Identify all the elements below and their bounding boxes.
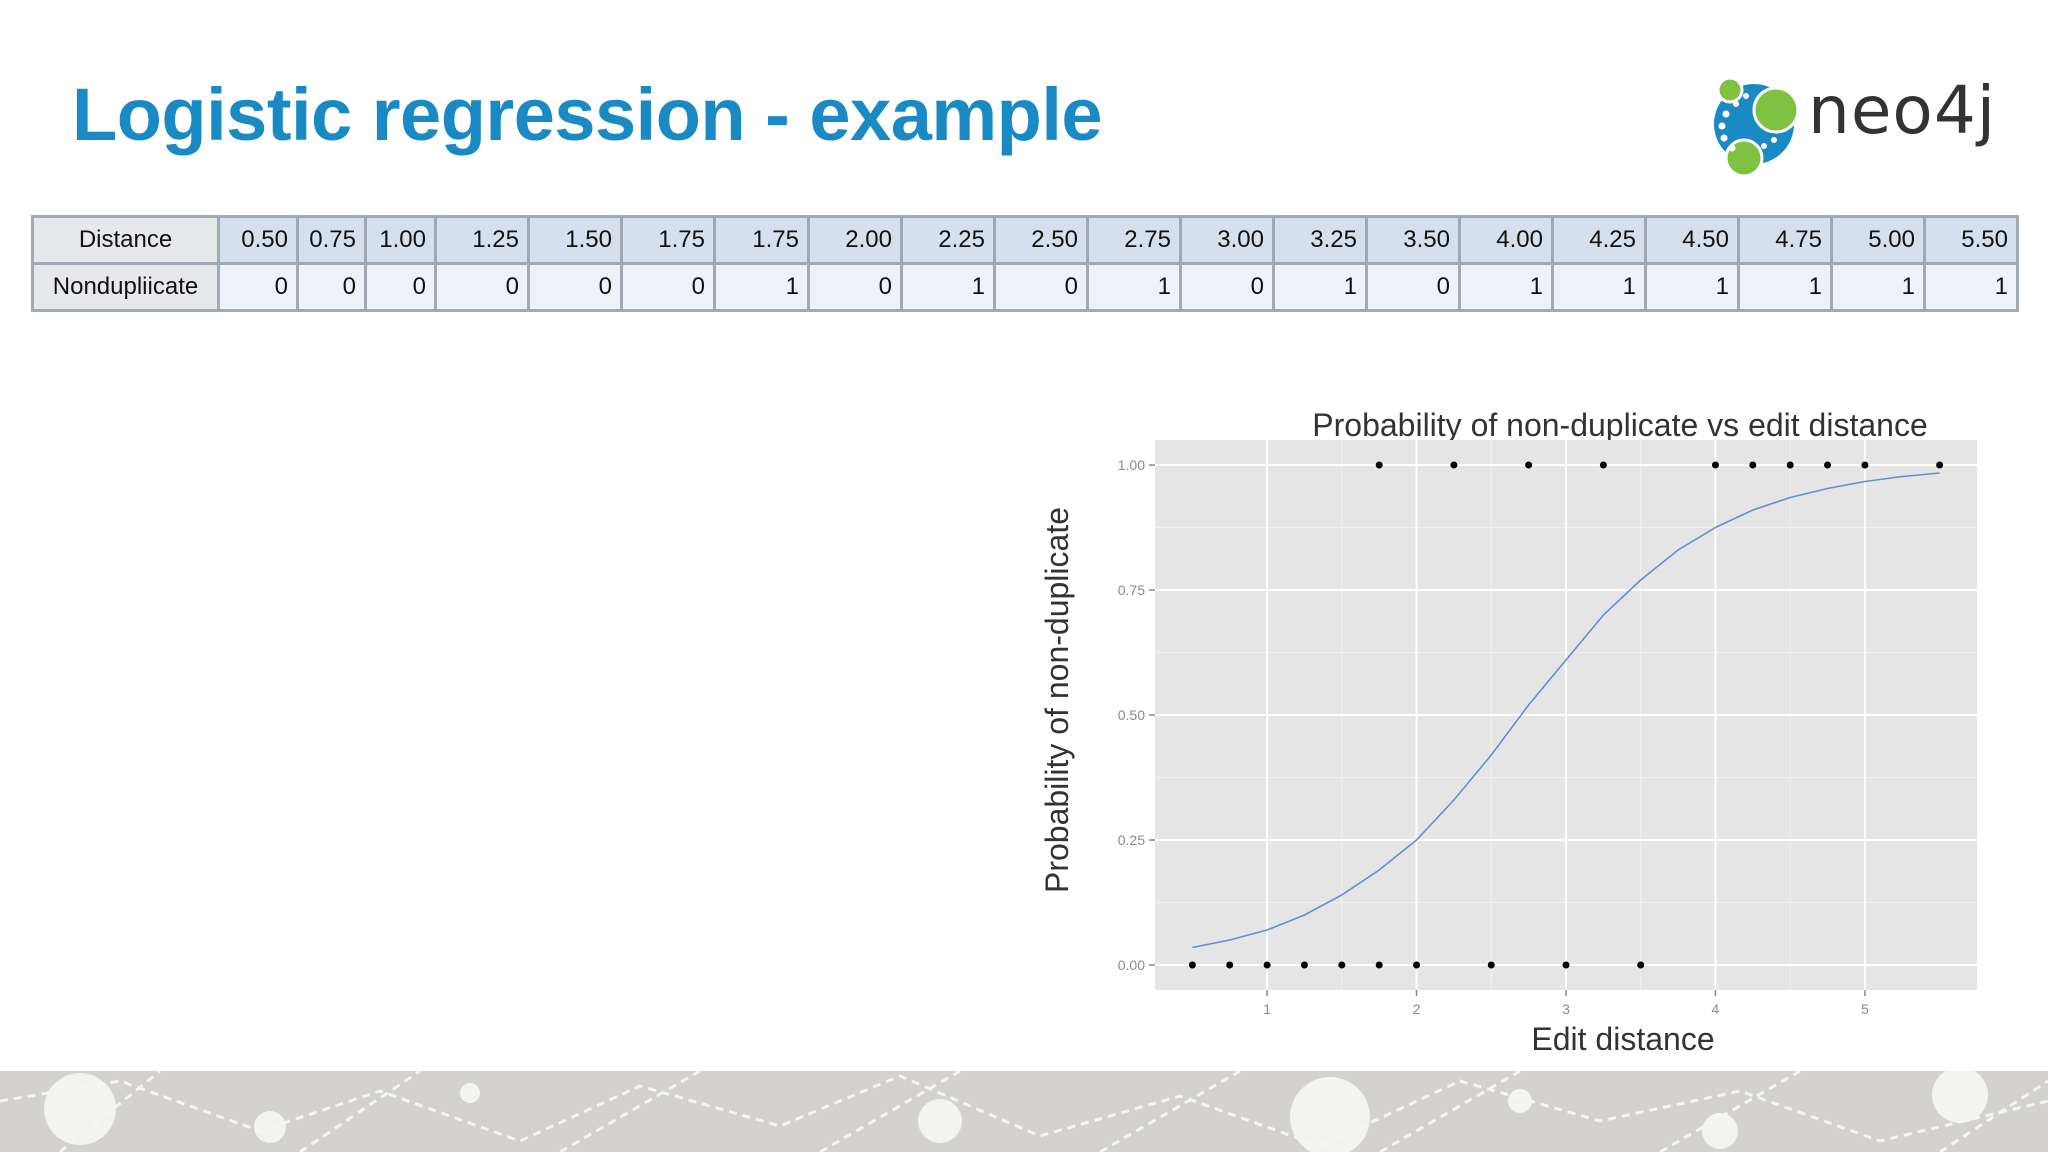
- nonduplicate-cell: 0: [434, 262, 530, 312]
- data-point: [1936, 461, 1944, 469]
- data-point: [1487, 961, 1495, 969]
- y-tick-label: 0.50: [1118, 707, 1145, 723]
- distance-cell: 1.75: [713, 215, 810, 265]
- x-tick-label: 5: [1861, 1001, 1869, 1017]
- chart-grid: [1155, 440, 1977, 990]
- distance-cell: 1.00: [364, 215, 437, 265]
- distance-cell: 2.75: [1086, 215, 1182, 265]
- data-point: [1599, 461, 1607, 469]
- data-point: [1525, 461, 1533, 469]
- nonduplicate-cell: 0: [1365, 262, 1461, 312]
- nonduplicate-cell: 0: [807, 262, 903, 312]
- distance-cell: 4.00: [1458, 215, 1554, 265]
- data-point: [1562, 961, 1570, 969]
- distance-cell: 5.00: [1830, 215, 1926, 265]
- nonduplicate-cell: 0: [296, 262, 367, 312]
- nonduplicate-cell: 1: [900, 262, 996, 312]
- chart-title: Probability of non-duplicate vs edit dis…: [1312, 407, 1927, 443]
- table-row-distance: Distance 0.50 0.75 1.00 1.25 1.50 1.75 1.75 2.0…: [31, 215, 2019, 265]
- data-point: [1375, 961, 1383, 969]
- nonduplicate-cell: 1: [713, 262, 810, 312]
- nonduplicate-cell: 0: [620, 262, 716, 312]
- x-tick-label: 1: [1263, 1001, 1271, 1017]
- distance-cell: 3.25: [1272, 215, 1368, 265]
- chart-svg: Probability of non-duplicate vs edit dis…: [1040, 407, 1977, 1057]
- distance-cell: 2.00: [807, 215, 903, 265]
- nonduplicate-cell: 1: [1737, 262, 1833, 312]
- x-tick-label: 2: [1413, 1001, 1421, 1017]
- distance-cell: 1.50: [527, 215, 623, 265]
- y-tick-label: 0.25: [1118, 832, 1145, 848]
- nonduplicate-cell: 1: [1458, 262, 1554, 312]
- nonduplicate-cell: 0: [364, 262, 437, 312]
- logistic-chart: Probability of non-duplicate vs edit dis…: [1040, 400, 2000, 1070]
- data-point: [1824, 461, 1832, 469]
- x-axis-label: Edit distance: [1531, 1021, 1714, 1057]
- footer-graph-decoration: [0, 1071, 2048, 1152]
- data-point: [1226, 961, 1234, 969]
- neo4j-logo: neo4j: [1706, 70, 2006, 180]
- logo-wordmark: neo4j: [1808, 72, 1997, 149]
- distance-cell: 3.00: [1179, 215, 1275, 265]
- data-point: [1450, 461, 1458, 469]
- data-point: [1188, 961, 1196, 969]
- nonduplicate-cell: 1: [1644, 262, 1740, 312]
- data-point: [1786, 461, 1794, 469]
- y-axis-ticks: 0.00 0.25 0.50 0.75 1.00: [1118, 457, 1155, 973]
- x-axis-ticks: 1 2 3 4 5: [1263, 990, 1869, 1017]
- fitted-curve-layer: [1192, 472, 1940, 949]
- y-tick-label: 0.75: [1118, 582, 1145, 598]
- distance-cell: 4.75: [1737, 215, 1833, 265]
- nonduplicate-cell: 1: [1923, 262, 2019, 312]
- distance-cell: 4.50: [1644, 215, 1740, 265]
- data-point: [1861, 461, 1869, 469]
- data-point: [1338, 961, 1346, 969]
- distance-cell: 2.50: [993, 215, 1089, 265]
- nonduplicate-cell: 1: [1830, 262, 1926, 312]
- nonduplicate-cell: 0: [217, 262, 299, 312]
- data-points-layer: [1188, 461, 1944, 969]
- row-label-nonduplicate: Nondupliicate: [31, 262, 220, 312]
- y-tick-label: 1.00: [1118, 457, 1145, 473]
- data-point: [1711, 461, 1719, 469]
- data-point: [1263, 961, 1271, 969]
- distance-cell: 0.50: [217, 215, 299, 265]
- fitted-logistic-curve: [1192, 472, 1940, 949]
- nonduplicate-cell: 0: [527, 262, 623, 312]
- nonduplicate-cell: 0: [1179, 262, 1275, 312]
- data-point: [1749, 461, 1757, 469]
- distance-cell: 1.75: [620, 215, 716, 265]
- slide-title: Logistic regression - example: [72, 73, 1103, 156]
- nonduplicate-cell: 0: [993, 262, 1089, 312]
- data-point: [1637, 961, 1645, 969]
- data-point: [1375, 461, 1383, 469]
- distance-cell: 1.25: [434, 215, 530, 265]
- distance-cell: 0.75: [296, 215, 367, 265]
- nonduplicate-cell: 1: [1086, 262, 1182, 312]
- distance-cell: 5.50: [1923, 215, 2019, 265]
- data-point: [1300, 961, 1308, 969]
- x-tick-label: 4: [1712, 1001, 1720, 1017]
- distance-cell: 3.50: [1365, 215, 1461, 265]
- neo4j-graph-logo-icon: [1714, 76, 1800, 178]
- data-point: [1413, 961, 1421, 969]
- data-table: Distance 0.50 0.75 1.00 1.25 1.50 1.75 1.75 2.0…: [31, 215, 2019, 312]
- distance-cell: 4.25: [1551, 215, 1647, 265]
- distance-cell: 2.25: [900, 215, 996, 265]
- nonduplicate-cell: 1: [1551, 262, 1647, 312]
- row-label-distance: Distance: [31, 215, 220, 265]
- y-axis-label: Probability of non-duplicate: [1040, 507, 1075, 893]
- nonduplicate-cell: 1: [1272, 262, 1368, 312]
- y-tick-label: 0.00: [1118, 957, 1145, 973]
- x-tick-label: 3: [1562, 1001, 1570, 1017]
